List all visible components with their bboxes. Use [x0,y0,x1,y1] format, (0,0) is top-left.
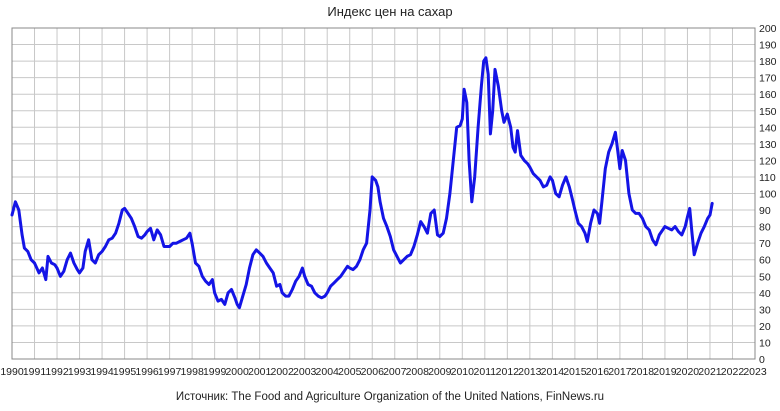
y-tick-label: 180 [759,56,777,68]
y-tick-label: 20 [759,321,771,333]
y-tick-label: 130 [759,139,777,151]
x-tick-label: 2011 [474,366,497,378]
y-tick-label: 120 [759,155,777,167]
x-tick-label: 2020 [676,366,700,378]
x-tick-label: 1999 [203,366,227,378]
x-tick-label: 1994 [90,366,114,378]
x-tick-label: 2008 [406,366,430,378]
plot-frame [11,27,756,360]
y-tick-label: 160 [759,89,777,101]
x-tick-label: 2003 [293,366,317,378]
x-tick-label: 2018 [631,366,655,378]
grid [11,27,756,360]
x-tick-label: 2005 [338,366,362,378]
x-tick-label: 2010 [451,366,475,378]
x-tick-label: 2002 [271,366,295,378]
y-tick-label: 150 [759,106,777,118]
y-tick-label: 50 [759,271,771,283]
x-tick-label: 2012 [496,366,520,378]
x-tick-label: 1991 [23,366,47,378]
x-tick-label: 2001 [248,366,272,378]
y-tick-label: 110 [759,172,776,184]
x-tick-label: 2015 [563,366,587,378]
y-tick-label: 80 [759,222,771,234]
x-tick-label: 2006 [361,366,385,378]
chart-source: Источник: The Food and Agriculture Organ… [175,391,605,403]
x-tick-label: 1995 [113,366,137,378]
y-tick-label: 140 [759,122,777,134]
x-tick-label: 2017 [608,366,632,378]
y-tick-label: 40 [759,288,771,300]
x-tick-label: 2023 [743,366,767,378]
y-tick-label: 170 [759,73,777,85]
y-tick-label: 30 [759,304,771,316]
x-tick-label: 1998 [180,366,204,378]
x-tick-label: 1997 [158,366,182,378]
y-tick-label: 60 [759,255,771,267]
x-tick-label: 2021 [698,366,722,378]
x-tick-label: 2013 [518,366,542,378]
y-tick-label: 0 [759,354,765,366]
y-tick-label: 70 [759,238,771,250]
y-tick-label: 10 [759,337,771,349]
y-tick-label: 90 [759,205,771,217]
x-axis: 1990 1991 1992 1993 1994 1995 1996 1997 1998 1999… [0,366,767,378]
y-tick-label: 190 [759,40,777,52]
x-tick-label: 2007 [383,366,407,378]
y-tick-label: 200 [759,23,777,35]
y-tick-label: 100 [759,189,777,201]
x-tick-label: 1990 [0,366,24,378]
x-tick-label: 1992 [45,366,69,378]
x-tick-label: 2004 [316,366,340,378]
x-tick-label: 2014 [541,366,565,378]
x-tick-label: 2009 [428,366,452,378]
x-tick-label: 1993 [68,366,92,378]
x-tick-label: 1996 [135,366,159,378]
x-tick-label: 2016 [586,366,610,378]
chart-title: Индекс цен на сахар [327,4,453,19]
x-tick-label: 2019 [653,366,677,378]
x-tick-label: 2000 [225,366,249,378]
x-tick-label: 2022 [721,366,745,378]
series-line [10,56,714,310]
y-axis: 0 10 20 30 40 50 60 70 80 90 100 110 120 130 140 150 160… [759,23,777,366]
series-group [10,56,714,310]
